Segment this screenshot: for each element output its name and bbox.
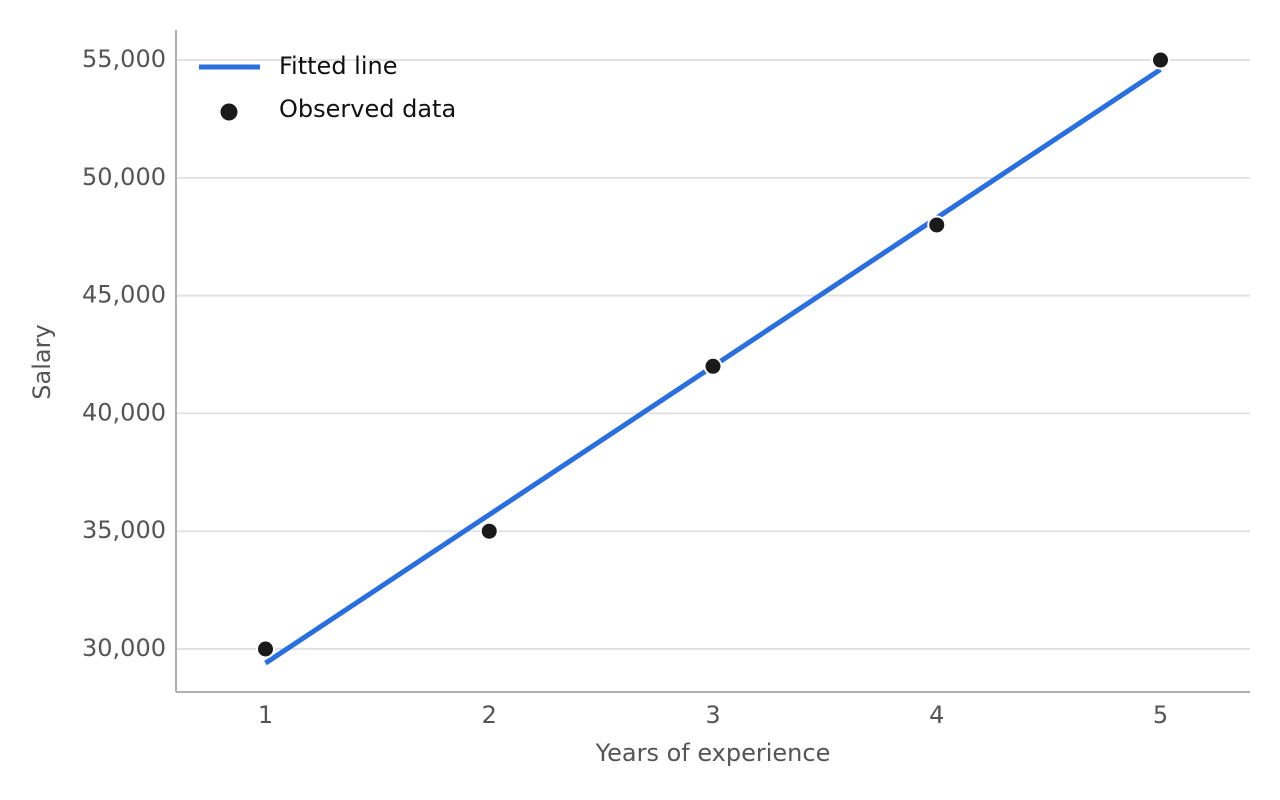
x-tick-label: 1 <box>258 701 273 729</box>
x-tick-label: 3 <box>705 701 720 729</box>
x-tick-label: 5 <box>1153 701 1168 729</box>
legend-swatch <box>220 103 238 121</box>
y-tick-label: 45,000 <box>82 281 166 309</box>
data-point <box>256 639 275 659</box>
legend-label: Fitted line <box>279 52 398 80</box>
data-point <box>703 356 723 376</box>
data-point <box>479 521 499 541</box>
x-tick-label: 4 <box>929 701 944 729</box>
y-tick-label: 50,000 <box>82 163 166 191</box>
data-point <box>927 215 947 235</box>
x-tick-label: 2 <box>482 701 497 729</box>
data-point <box>1151 50 1170 70</box>
legend-label: Observed data <box>279 95 456 123</box>
x-axis-label: Years of experience <box>595 739 831 767</box>
y-axis-label: Salary <box>28 324 56 399</box>
y-tick-label: 35,000 <box>82 516 166 544</box>
y-tick-label: 40,000 <box>82 398 166 426</box>
y-tick-label: 30,000 <box>82 634 166 662</box>
y-tick-label: 55,000 <box>82 45 166 73</box>
